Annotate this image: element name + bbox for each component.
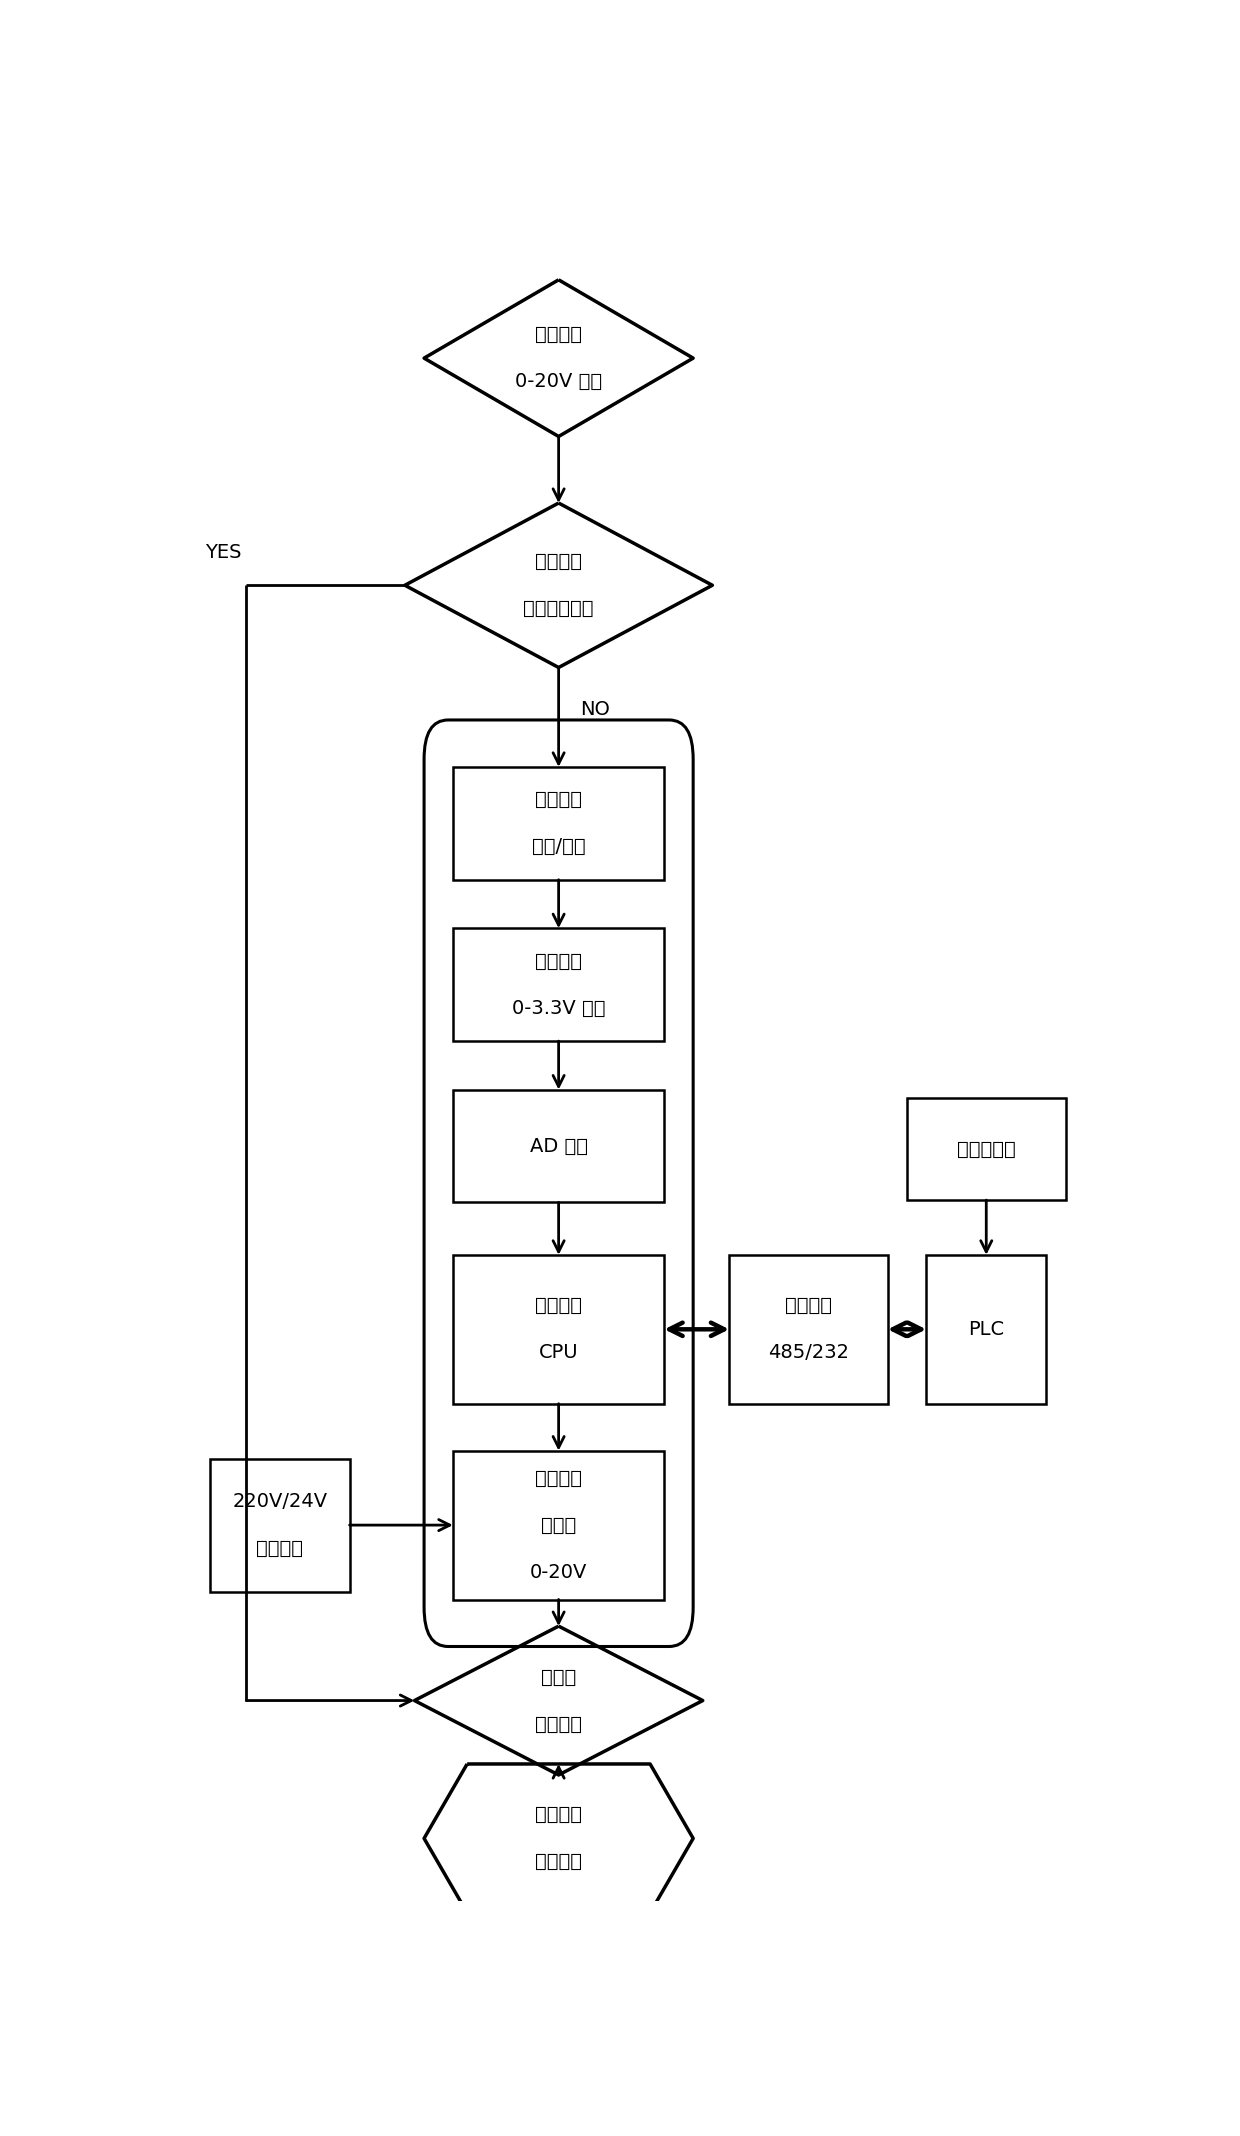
Text: 降压单元: 降压单元: [536, 953, 582, 970]
Text: 220V/24V: 220V/24V: [232, 1493, 327, 1510]
Text: 可控硬: 可控硬: [541, 1668, 577, 1687]
Text: CPU: CPU: [539, 1344, 578, 1363]
Text: 通讯模块: 通讯模块: [785, 1297, 832, 1316]
Text: 绞车传感器: 绞车传感器: [957, 1141, 1016, 1158]
Bar: [453, 1256, 665, 1403]
Text: 0-3.3V 直流: 0-3.3V 直流: [512, 1000, 605, 1017]
Bar: [453, 1450, 665, 1600]
Text: 刹车主体: 刹车主体: [536, 1852, 582, 1871]
Text: 交流变压: 交流变压: [257, 1540, 304, 1557]
Text: 自动控制: 自动控制: [536, 1297, 582, 1316]
Text: NO: NO: [580, 701, 610, 720]
Text: 485/232: 485/232: [768, 1344, 849, 1363]
Text: 是否断电: 是否断电: [536, 553, 582, 570]
Text: PLC: PLC: [968, 1320, 1004, 1339]
Bar: [453, 767, 665, 880]
Bar: [453, 929, 665, 1040]
Text: 电磁溅流: 电磁溅流: [536, 1805, 582, 1824]
Bar: [926, 1256, 1047, 1403]
Text: AD 模块: AD 模块: [529, 1136, 588, 1156]
Text: 整流装置: 整流装置: [536, 1715, 582, 1734]
Bar: [729, 1256, 888, 1403]
Bar: [211, 1459, 350, 1591]
Bar: [453, 1089, 665, 1203]
Bar: [906, 1098, 1065, 1200]
Text: YES: YES: [205, 543, 242, 562]
Text: 光耦可控: 光耦可控: [536, 1470, 582, 1487]
Text: 0-20V 交流: 0-20V 交流: [515, 372, 603, 391]
Text: 桥式整流: 桥式整流: [536, 790, 582, 810]
Text: 交流/直流: 交流/直流: [532, 837, 585, 857]
Text: 0-20V: 0-20V: [529, 1564, 588, 1581]
Text: 硬调压: 硬调压: [541, 1517, 577, 1534]
Text: 司钒开关: 司钒开关: [536, 325, 582, 344]
Text: 双刀双掷继电: 双刀双掷继电: [523, 600, 594, 617]
